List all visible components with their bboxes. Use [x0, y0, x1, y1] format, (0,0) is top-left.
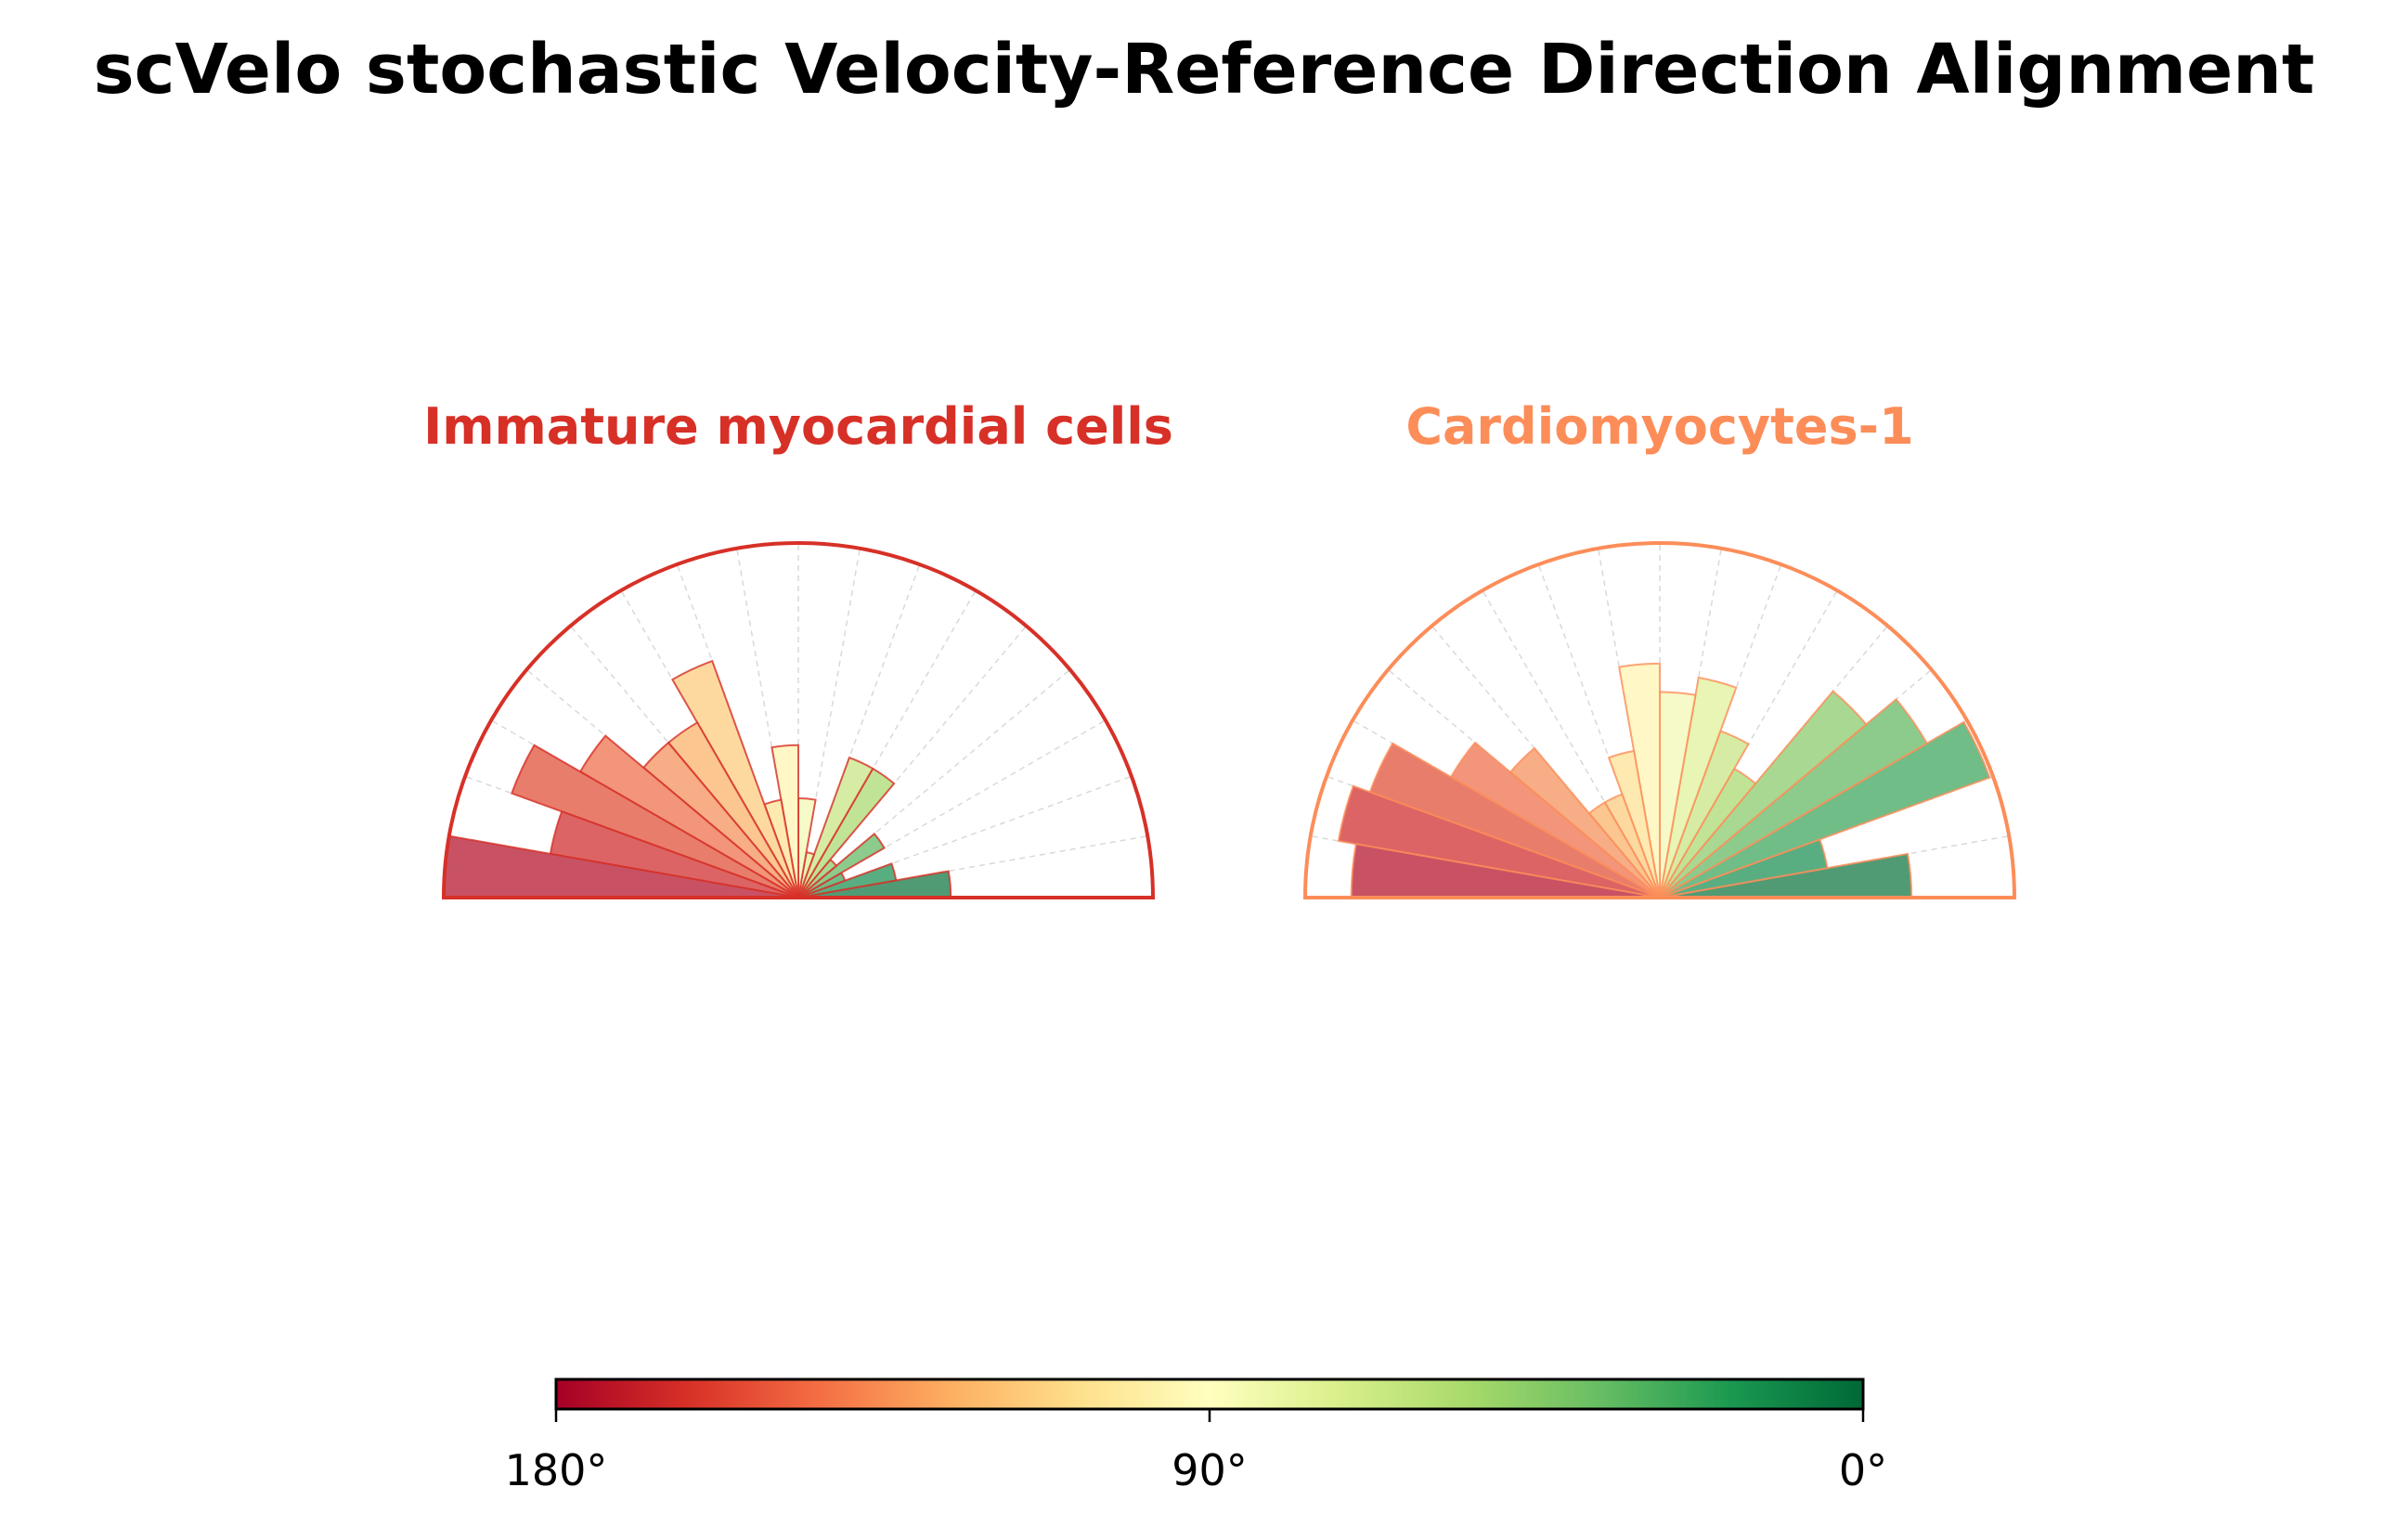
angular-gridline	[735, 548, 799, 899]
angular-gridline	[797, 719, 1107, 899]
colorbar-gradient	[554, 1377, 1865, 1411]
rose-bar	[797, 756, 874, 899]
panel-title: Cardiomyocytes-1	[1405, 397, 1913, 456]
polar-frame	[1302, 541, 2017, 899]
colorbar-tick-label: 180°	[505, 1445, 608, 1495]
angular-gridline	[797, 775, 1133, 899]
colorbar-tick-label: 0°	[1839, 1445, 1887, 1495]
angular-gridline	[797, 589, 977, 899]
rose-bar	[1659, 697, 1929, 899]
angular-gridline	[797, 668, 1071, 899]
rose-bar	[671, 659, 799, 899]
rose-bar	[1659, 720, 1991, 899]
angular-gridline	[797, 834, 1148, 899]
rose-bar	[1659, 690, 1868, 899]
angular-gridline	[1537, 563, 1661, 899]
colorbar-tick-label: 90°	[1172, 1445, 1248, 1495]
rose-bar	[1337, 784, 1661, 899]
colorbar: 180° 90° 0°	[505, 1377, 1887, 1495]
rose-bar	[511, 744, 799, 899]
polar-panel-immature-myocardial-cells: Immature myocardial cells	[423, 397, 1173, 899]
polar-frame	[441, 541, 1156, 899]
angular-gridline	[1482, 589, 1661, 899]
angular-gridline	[797, 548, 861, 899]
polar-panel-cardiomyocytes-1: Cardiomyocytes-1	[1302, 397, 2017, 899]
panel-title: Immature myocardial cells	[423, 397, 1173, 456]
chart-title: scVelo stochastic Velocity-Reference Dir…	[94, 30, 2315, 110]
rose-bar	[797, 832, 886, 899]
rose-bar	[1659, 676, 1738, 899]
angular-gridline	[797, 563, 921, 899]
angular-gridline	[797, 625, 1028, 899]
